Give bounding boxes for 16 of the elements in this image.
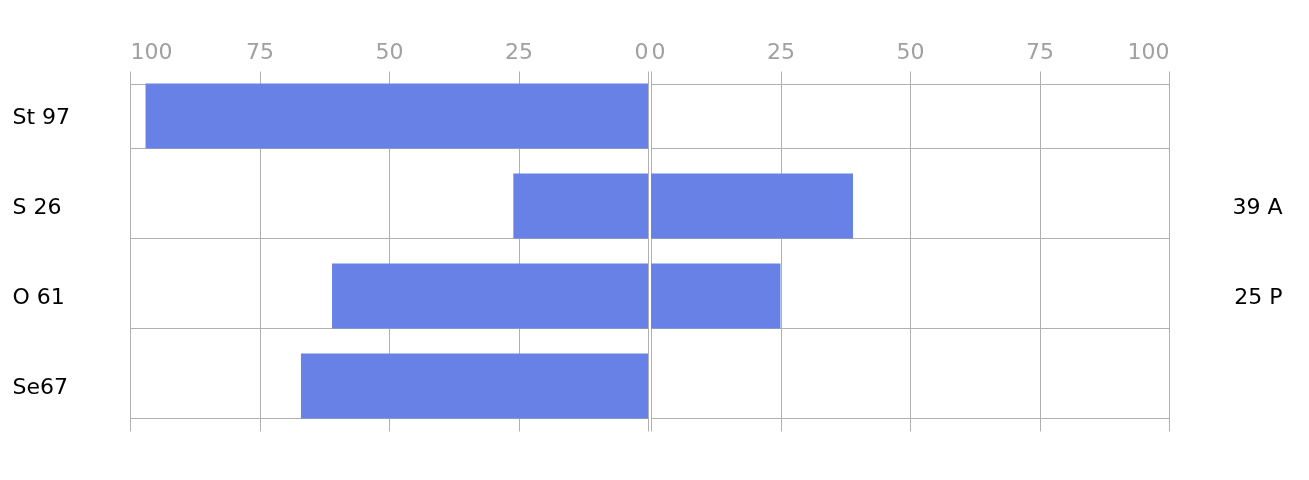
- x-tick-label: 100: [1127, 38, 1170, 64]
- y-tick-label: St 97: [12, 103, 71, 129]
- y-tick-label: S 26: [12, 193, 62, 219]
- x-tick-label: 75: [1026, 38, 1054, 64]
- x-tick-label: 25: [505, 38, 533, 64]
- x-tick-label: 75: [246, 38, 274, 64]
- x-tick-label: 50: [375, 38, 404, 64]
- y-tick-label: O 61: [12, 283, 65, 309]
- y-tick-label: Se67: [12, 373, 68, 399]
- x-tick-label: 0: [651, 38, 666, 64]
- x-tick-label: 25: [767, 38, 795, 64]
- x-tick-label: 0: [634, 38, 649, 64]
- y-tick-label: 39 A: [1232, 193, 1283, 219]
- x-tick-label: 50: [896, 38, 925, 64]
- y-tick-label: 25 P: [1234, 283, 1283, 309]
- x-tick-label: 100: [130, 38, 173, 64]
